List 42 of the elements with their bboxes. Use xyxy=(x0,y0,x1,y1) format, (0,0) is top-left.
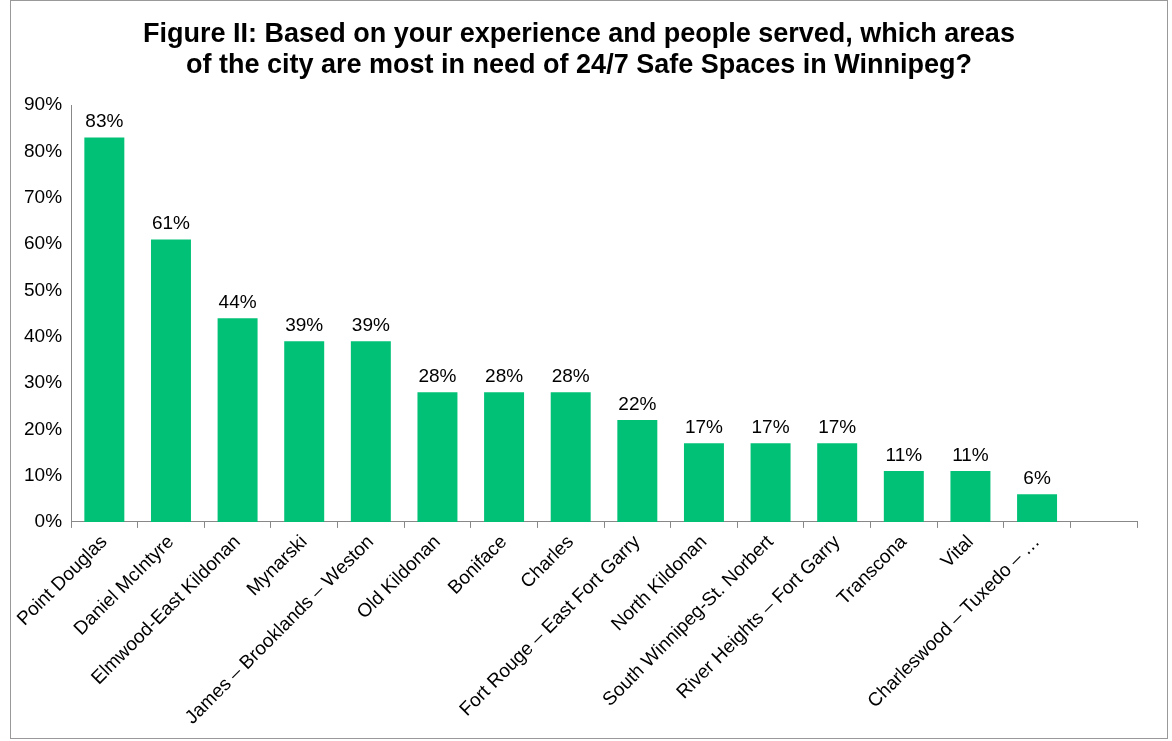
y-tick-label: 0% xyxy=(34,510,63,532)
data-label: 11% xyxy=(885,443,923,465)
y-tick-label: 40% xyxy=(24,324,63,346)
bar xyxy=(150,239,191,522)
y-tick-label: 80% xyxy=(24,139,63,161)
y-tick-label: 10% xyxy=(24,463,63,485)
data-label: 6% xyxy=(1023,466,1051,488)
bar xyxy=(883,470,924,522)
data-label: 28% xyxy=(418,364,457,386)
chart-title: Figure II: Based on your experience and people served, which areas of the city are most in need of 24/7 Safe Spaces in Winnipeg? xyxy=(143,17,1015,80)
data-label: 22% xyxy=(618,392,657,414)
bar xyxy=(950,470,991,522)
data-label: 39% xyxy=(285,314,324,336)
bar xyxy=(217,318,258,522)
y-tick-label: 30% xyxy=(24,371,63,393)
data-label: 44% xyxy=(218,290,257,312)
bar xyxy=(550,392,591,522)
data-label: 28% xyxy=(485,364,524,386)
data-label: 17% xyxy=(818,415,857,437)
bar xyxy=(683,443,724,522)
bar xyxy=(750,443,791,522)
bar xyxy=(817,443,858,522)
data-label: 17% xyxy=(684,415,724,437)
bar xyxy=(417,392,458,522)
bar xyxy=(284,341,325,522)
y-tick-label: 50% xyxy=(24,278,63,300)
y-tick-label: 60% xyxy=(24,232,63,254)
x-tick-label: Vital xyxy=(936,530,977,572)
y-tick-label: 70% xyxy=(24,185,63,207)
data-label: 83% xyxy=(85,110,124,132)
bar xyxy=(1017,494,1058,522)
data-label: 28% xyxy=(551,364,590,386)
y-tick-label: 90% xyxy=(24,93,63,115)
data-label: 11% xyxy=(952,443,989,465)
data-label: 17% xyxy=(751,415,790,437)
bar xyxy=(617,420,658,522)
y-tick-label: 20% xyxy=(24,417,63,439)
data-label: 61% xyxy=(151,212,191,234)
bar xyxy=(350,341,391,522)
bar xyxy=(484,392,525,522)
bar xyxy=(84,137,125,522)
data-label: 39% xyxy=(351,314,390,336)
